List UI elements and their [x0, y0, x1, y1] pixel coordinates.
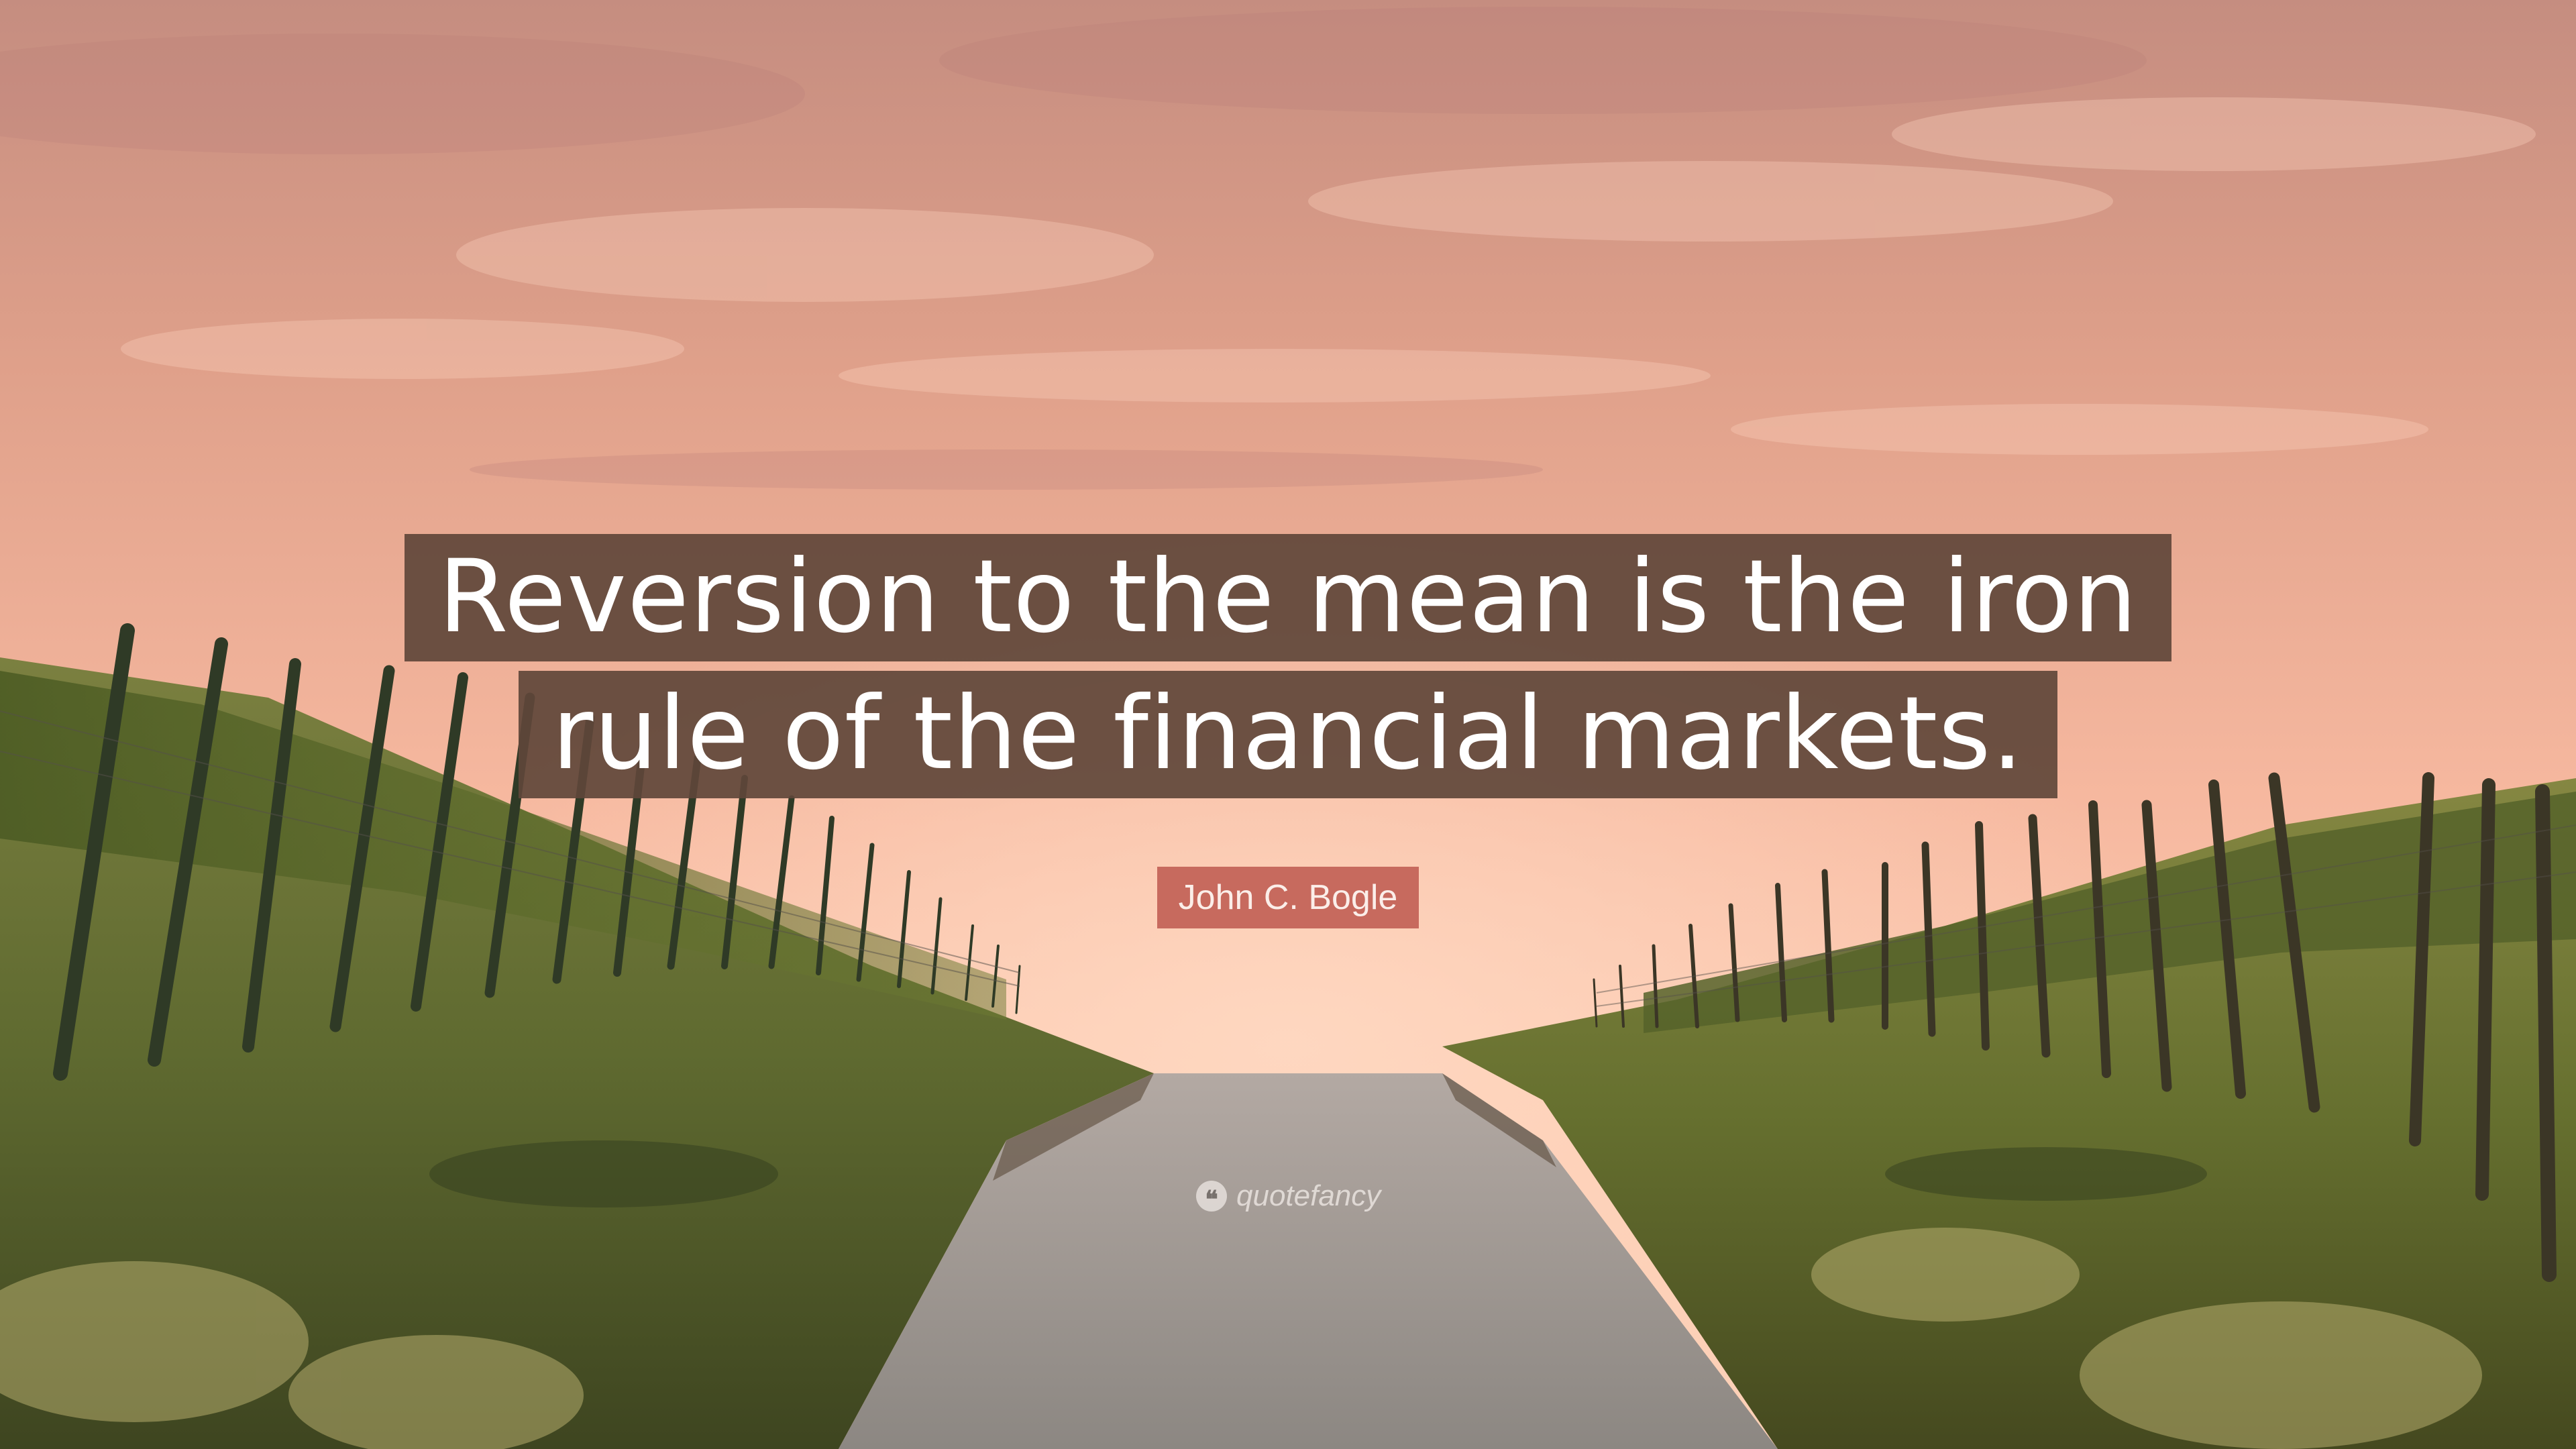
quote-line-2: rule of the financial markets. [518, 671, 2058, 798]
watermark-text: quotefancy [1236, 1179, 1381, 1212]
quote-mark-icon: ❝ [1196, 1181, 1227, 1212]
author-block: John C. Bogle [0, 867, 2576, 928]
watermark: ❝ quotefancy [1196, 1181, 1381, 1212]
quote-line-1: Reversion to the mean is the iron [405, 534, 2171, 661]
author-label: John C. Bogle [1157, 867, 1419, 928]
quote-block: Reversion to the mean is the iron rule o… [0, 534, 2576, 808]
